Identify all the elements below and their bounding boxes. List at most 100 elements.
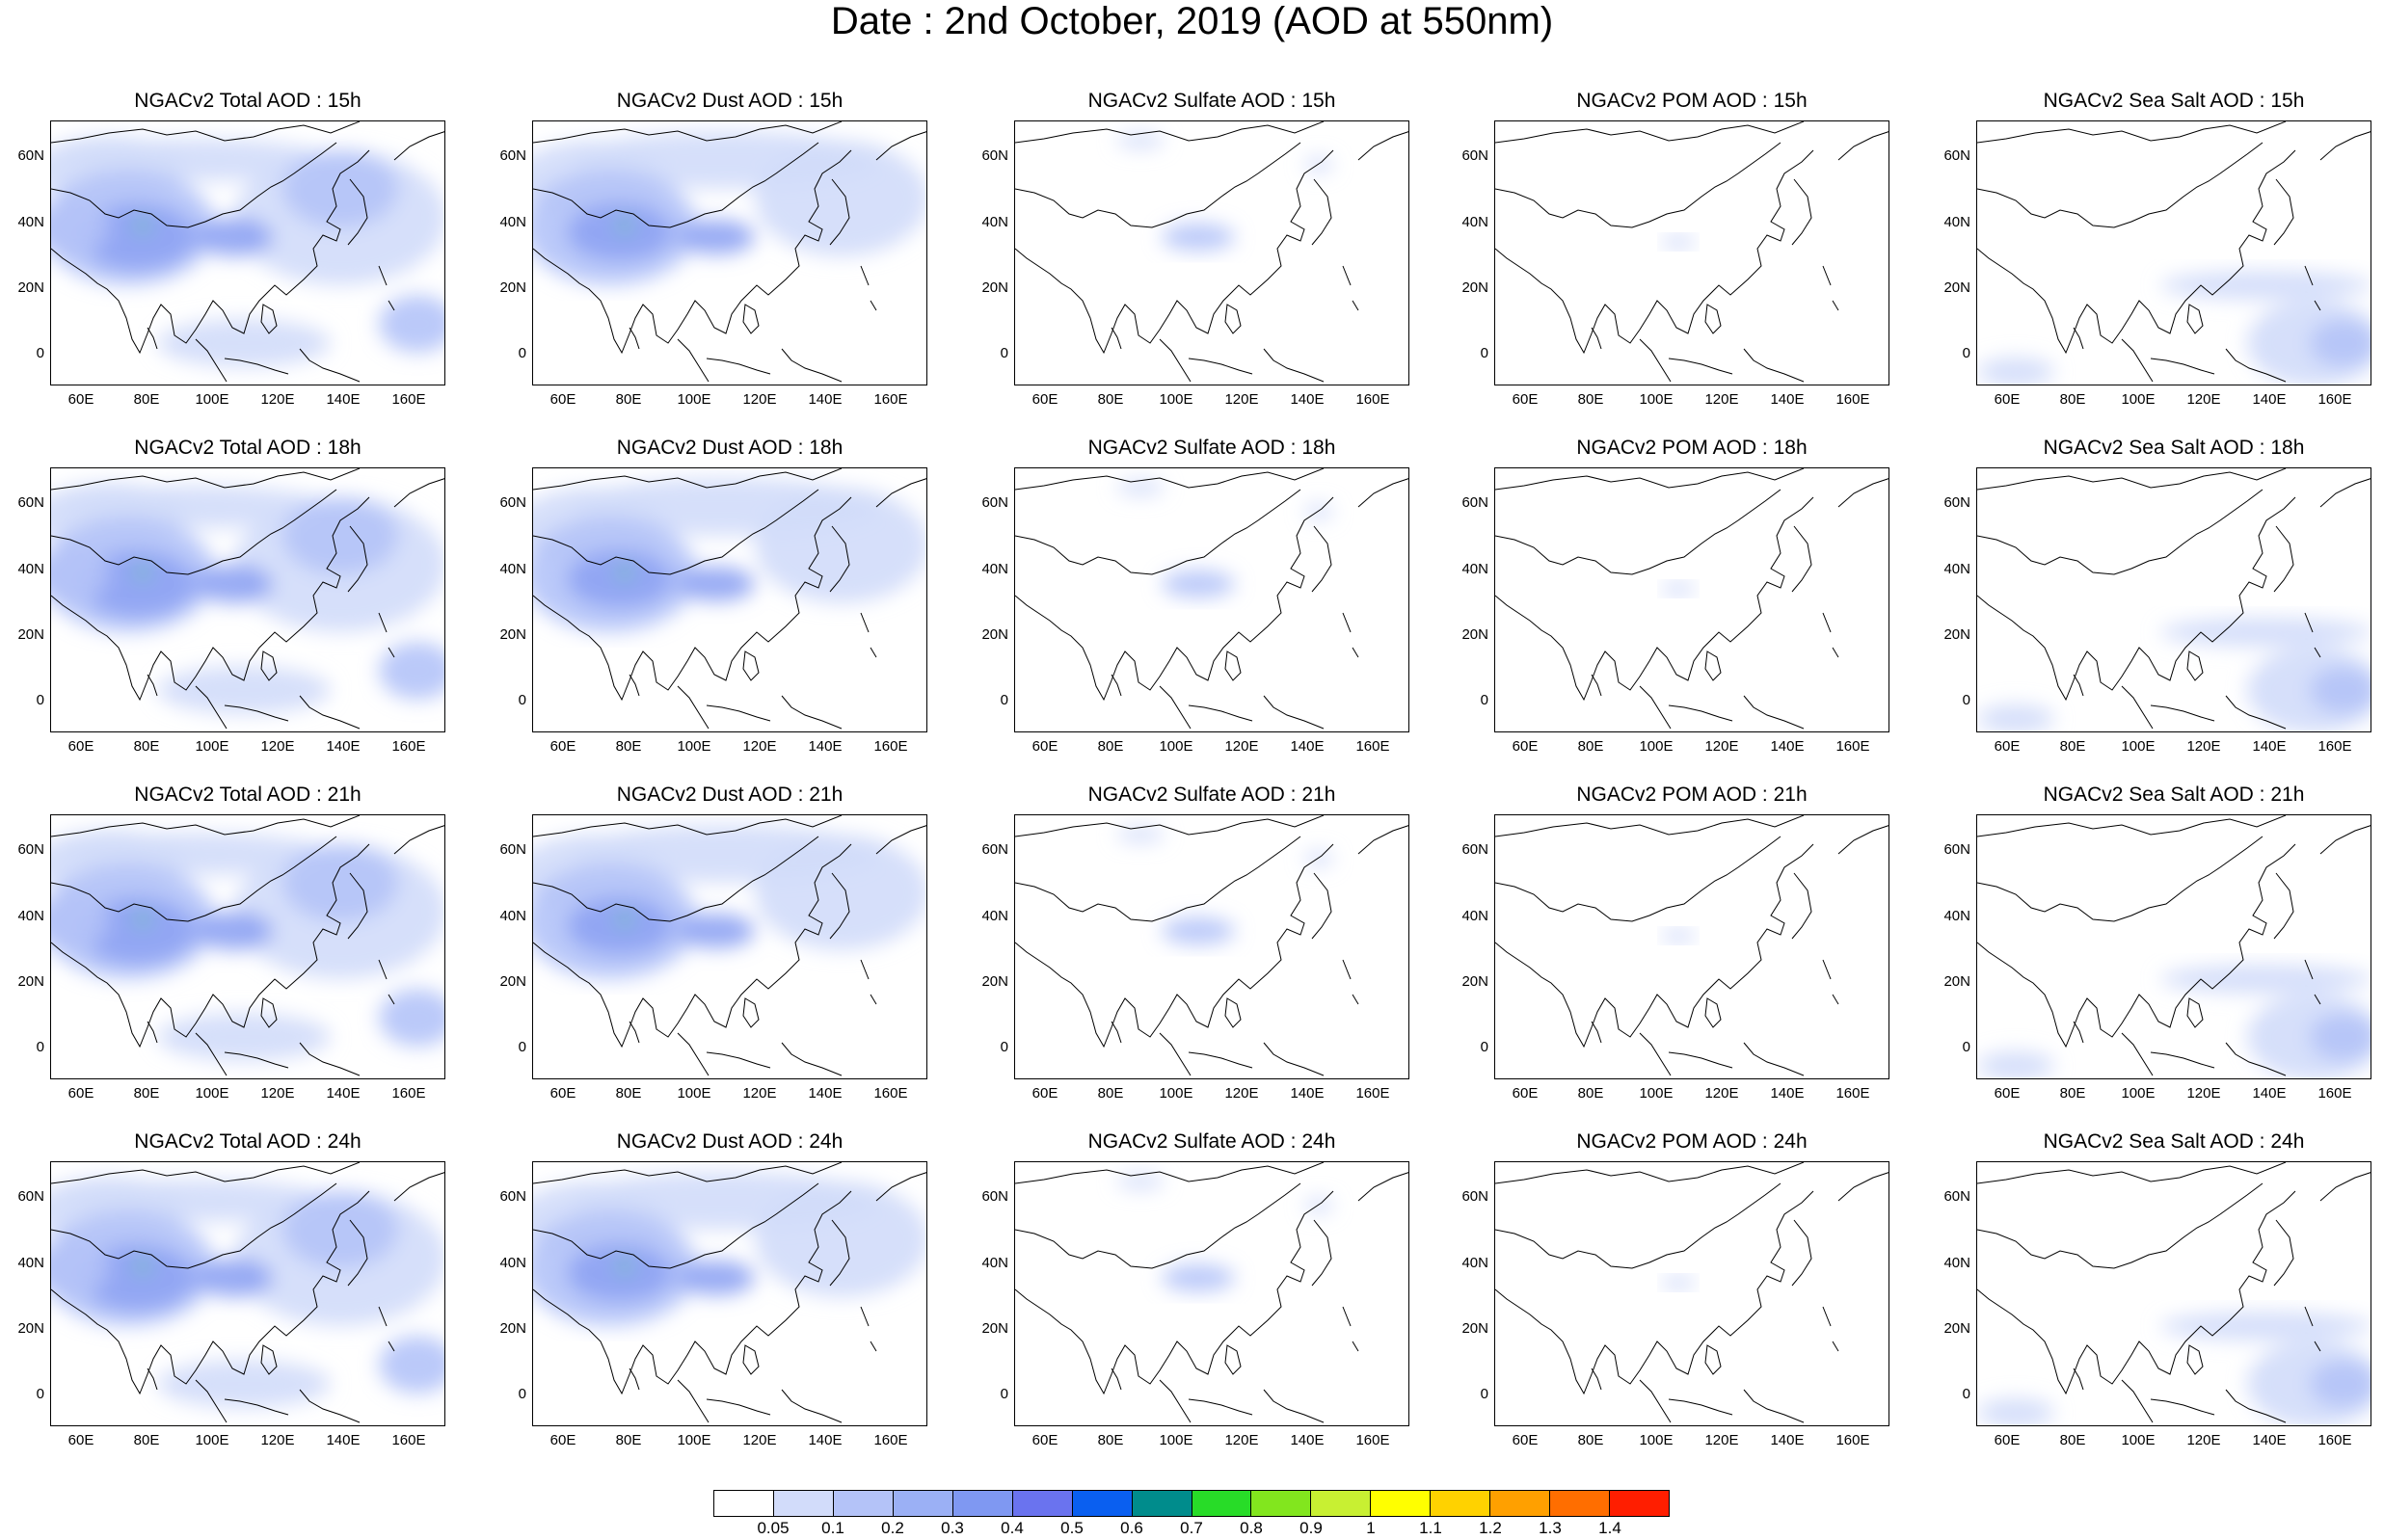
lat-tick-label: 60N (17, 841, 44, 858)
lon-tick-label: 60E (549, 738, 576, 755)
aod-patch (379, 1336, 444, 1394)
lat-tick-label: 0 (36, 692, 44, 708)
lon-tick-label: 160E (2317, 1085, 2352, 1102)
map-frame (1494, 467, 1889, 732)
map-frame (1976, 120, 2371, 385)
lon-tick-label: 60E (1994, 1432, 2021, 1448)
aod-patch (1977, 1051, 2054, 1078)
aod-patch (620, 915, 629, 924)
colorbar-label: 0.2 (881, 1519, 904, 1537)
lon-tick-label: 120E (260, 1432, 295, 1448)
lat-tick-label: 40N (499, 561, 526, 577)
panel-title: NGACv2 Sulfate AOD : 24h (1087, 1130, 1336, 1153)
lat-tick-label: 40N (17, 214, 44, 230)
colorbar-label: 0.3 (941, 1519, 964, 1537)
aod-patch (282, 497, 398, 574)
aod-patch (678, 220, 755, 254)
colorbar-label: 0.4 (1001, 1519, 1024, 1537)
lon-tick-label: 100E (1159, 1085, 1193, 1102)
lat-tick-label: 0 (1000, 692, 1008, 708)
aod-patch (282, 150, 398, 227)
panel-title: NGACv2 Dust AOD : 15h (616, 90, 844, 112)
aod-patch (2310, 1013, 2371, 1061)
lat-tick-label: 20N (17, 1320, 44, 1337)
colorbar-label: 1.2 (1479, 1519, 1502, 1537)
map-panel: NGACv2 Total AOD : 15h 60N 40N 20N 0 60E 80E 10… (17, 90, 445, 408)
colorbar-swatch (773, 1491, 834, 1516)
lon-tick-label: 80E (615, 391, 642, 408)
aod-patch (1162, 571, 1235, 597)
lon-tick-label: 160E (2317, 391, 2352, 408)
lon-tick-label: 80E (615, 1432, 642, 1448)
lat-tick-label: 60N (1461, 1188, 1488, 1205)
aod-patch (1661, 234, 1696, 250)
colorbar-labels: 0.05 0.1 0.2 0.3 0.4 0.5 0.6 0.7 0.8 0.9 1 1.1 1.2 1.… (713, 1519, 1670, 1540)
aod-field (1661, 1275, 1696, 1290)
lon-tick-label: 140E (1770, 1085, 1805, 1102)
lat-tick-label: 0 (1480, 345, 1488, 361)
lat-tick-label: 60N (981, 841, 1008, 858)
lat-tick-label: 40N (1461, 1255, 1488, 1271)
lat-tick-label: 40N (981, 561, 1008, 577)
lat-tick-label: 40N (17, 561, 44, 577)
lat-tick-label: 20N (17, 626, 44, 643)
aod-map (1977, 815, 2371, 1078)
lon-tick-label: 120E (2186, 391, 2221, 408)
lat-tick-label: 20N (499, 973, 526, 990)
lat-tick-label: 60N (981, 1188, 1008, 1205)
lat-tick-label: 60N (17, 1188, 44, 1205)
lon-tick-label: 80E (615, 738, 642, 755)
map-panel: NGACv2 Dust AOD : 15h 60N 40N 20N 0 60E 80E 100… (499, 90, 927, 408)
panel-title: NGACv2 Total AOD : 24h (134, 1130, 362, 1153)
aod-patch (80, 550, 196, 618)
lat-tick-label: 40N (1943, 1255, 1970, 1271)
aod-patch (379, 989, 444, 1047)
lon-tick-label: 160E (391, 738, 426, 755)
aod-patch (51, 199, 109, 256)
lon-tick-label: 120E (2186, 738, 2221, 755)
aod-field (51, 1177, 444, 1408)
aod-patch (2310, 319, 2371, 367)
lat-tick-label: 60N (499, 494, 526, 511)
colorbar-label: 1.4 (1598, 1519, 1621, 1537)
aod-patch (379, 642, 444, 700)
aod-patch (80, 203, 196, 271)
lat-tick-label: 20N (1943, 279, 1970, 296)
colorbar-swatch (1431, 1491, 1491, 1516)
lon-tick-label: 60E (1994, 391, 2021, 408)
aod-map (533, 468, 926, 730)
lat-tick-label: 20N (1461, 1320, 1488, 1337)
colorbar-label: 0.7 (1180, 1519, 1203, 1537)
aod-patch (80, 897, 196, 965)
lon-tick-label: 140E (808, 391, 843, 408)
coastline (1015, 121, 1408, 383)
panel-title: NGACv2 POM AOD : 18h (1576, 437, 1808, 459)
panel-title: NGACv2 POM AOD : 24h (1576, 1130, 1808, 1153)
map-panel: NGACv2 POM AOD : 21h 60N 40N 20N 0 60E 80E 100E… (1461, 783, 1889, 1102)
colorbar-label: 1 (1366, 1519, 1376, 1537)
lon-tick-label: 160E (391, 391, 426, 408)
aod-patch (620, 221, 629, 230)
aod-field (51, 483, 444, 714)
lon-tick-label: 60E (67, 738, 94, 755)
lon-tick-label: 120E (742, 1432, 777, 1448)
aod-map (1015, 815, 1408, 1076)
lon-tick-label: 60E (1512, 1085, 1539, 1102)
aod-field (1977, 271, 2371, 385)
coastline (1977, 1162, 2371, 1423)
lat-tick-label: 0 (36, 1039, 44, 1055)
coastline (1015, 1162, 1408, 1423)
lon-tick-label: 100E (195, 1085, 229, 1102)
panel-title: NGACv2 Dust AOD : 24h (616, 1130, 844, 1153)
map-panel: NGACv2 Dust AOD : 24h 60N 40N 20N 0 60E 80E 100… (499, 1130, 927, 1448)
lat-tick-label: 0 (36, 1386, 44, 1402)
lon-tick-label: 80E (1097, 1432, 1124, 1448)
aod-field (51, 136, 444, 367)
aod-patch (196, 912, 273, 950)
map-panel: NGACv2 Sea Salt AOD : 24h 60N 40N 20N 0 60E 80… (1943, 1130, 2371, 1448)
lat-tick-label: 60N (1943, 494, 1970, 511)
lon-tick-label: 120E (1224, 391, 1259, 408)
aod-patch (51, 1239, 109, 1297)
lon-tick-label: 140E (1290, 738, 1325, 755)
lat-tick-label: 20N (981, 626, 1008, 643)
